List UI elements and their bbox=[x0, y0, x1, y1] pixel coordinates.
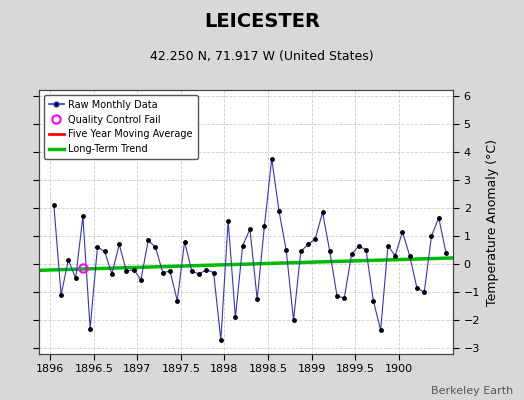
Text: LEICESTER: LEICESTER bbox=[204, 12, 320, 31]
Text: 42.250 N, 71.917 W (United States): 42.250 N, 71.917 W (United States) bbox=[150, 50, 374, 63]
Legend: Raw Monthly Data, Quality Control Fail, Five Year Moving Average, Long-Term Tren: Raw Monthly Data, Quality Control Fail, … bbox=[44, 95, 198, 159]
Y-axis label: Temperature Anomaly (°C): Temperature Anomaly (°C) bbox=[486, 138, 499, 306]
Text: Berkeley Earth: Berkeley Earth bbox=[431, 386, 514, 396]
